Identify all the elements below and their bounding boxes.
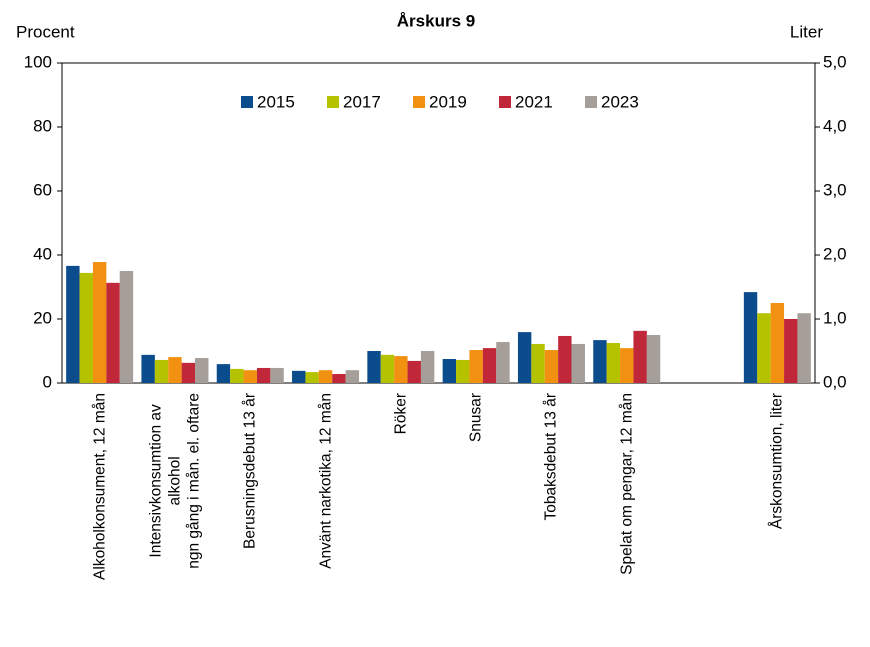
legend-swatch: [327, 96, 339, 108]
bar: [420, 351, 435, 383]
bar: [517, 332, 532, 383]
bar: [380, 354, 395, 383]
bar: [168, 357, 182, 383]
legend-label: 2023: [601, 92, 639, 111]
bar: [66, 265, 80, 383]
y2-tick-label: 5,0: [823, 52, 847, 71]
bar: [558, 335, 572, 383]
bar: [195, 358, 209, 383]
legend-label: 2021: [515, 92, 553, 111]
bar: [216, 364, 231, 383]
bar: [496, 342, 510, 383]
y-tick-label: 60: [33, 180, 52, 199]
chart-title: Årskurs 9: [397, 11, 475, 30]
x-tick-label: Årskonsumtion, liter: [768, 393, 786, 530]
bar: [743, 292, 758, 383]
y-tick-label: 0: [43, 372, 52, 391]
y-tick-label: 80: [33, 116, 52, 135]
legend-label: 2019: [429, 92, 467, 111]
bar: [318, 370, 333, 383]
legend-label: 2015: [257, 92, 295, 111]
bar: [270, 367, 284, 383]
y2-tick-label: 1,0: [823, 308, 847, 327]
bar: [256, 367, 271, 383]
bar: [106, 282, 120, 383]
bar: [633, 330, 647, 383]
bar: [230, 368, 244, 383]
y-axis-label: Procent: [16, 22, 75, 41]
bar: [119, 271, 134, 383]
x-tick-label: Tobaksdebut 13 år: [542, 393, 560, 521]
plot-frame: [61, 62, 816, 384]
bar: [571, 343, 585, 383]
bar: [407, 360, 421, 383]
bar: [154, 359, 169, 383]
y2-axis-label: Liter: [790, 22, 823, 41]
bar: [292, 370, 306, 383]
legend-swatch: [499, 96, 511, 108]
y-tick-label: 20: [33, 308, 52, 327]
bar: [79, 272, 93, 383]
x-tick-label: Berusningsdebut 13 år: [241, 393, 259, 549]
x-tick-label: Intensivkonsumtion av alkohol ngn gång i…: [147, 393, 203, 569]
bar: [646, 335, 661, 383]
bar: [757, 313, 771, 383]
bar: [544, 350, 559, 383]
legend-swatch: [241, 96, 253, 108]
bar: [367, 351, 381, 383]
bar: [593, 340, 607, 383]
x-tick-label: Snusar: [467, 393, 485, 443]
y2-tick-label: 2,0: [823, 244, 847, 263]
legend-swatch: [413, 96, 425, 108]
bar: [469, 350, 483, 383]
y-tick-label: 40: [33, 244, 52, 263]
bar: [784, 319, 798, 383]
bar: [442, 359, 457, 383]
bar: [482, 348, 497, 383]
x-tick-label: Spelat om pengar, 12 mån: [618, 393, 636, 575]
bar: [181, 362, 196, 383]
bar: [305, 372, 319, 383]
bar: [243, 370, 257, 383]
bar: [141, 354, 155, 383]
y2-tick-label: 0,0: [823, 372, 847, 391]
bar: [531, 343, 545, 383]
bar: [770, 303, 785, 383]
y2-tick-label: 4,0: [823, 116, 847, 135]
bar: [92, 262, 107, 383]
x-tick-label: Alkoholkonsument, 12 mån: [91, 393, 109, 580]
legend-swatch: [585, 96, 597, 108]
bar: [797, 313, 811, 383]
bar: [345, 370, 360, 383]
x-tick-label: Röker: [392, 393, 410, 435]
y2-tick-label: 3,0: [823, 180, 847, 199]
bar: [456, 359, 470, 383]
x-tick-label: Använt narkotika, 12 mån: [317, 393, 335, 569]
bar: [606, 343, 621, 383]
bar: [620, 348, 634, 383]
bar: [394, 356, 408, 383]
y-tick-label: 100: [24, 52, 52, 71]
legend-label: 2017: [343, 92, 381, 111]
bar: [332, 374, 346, 383]
